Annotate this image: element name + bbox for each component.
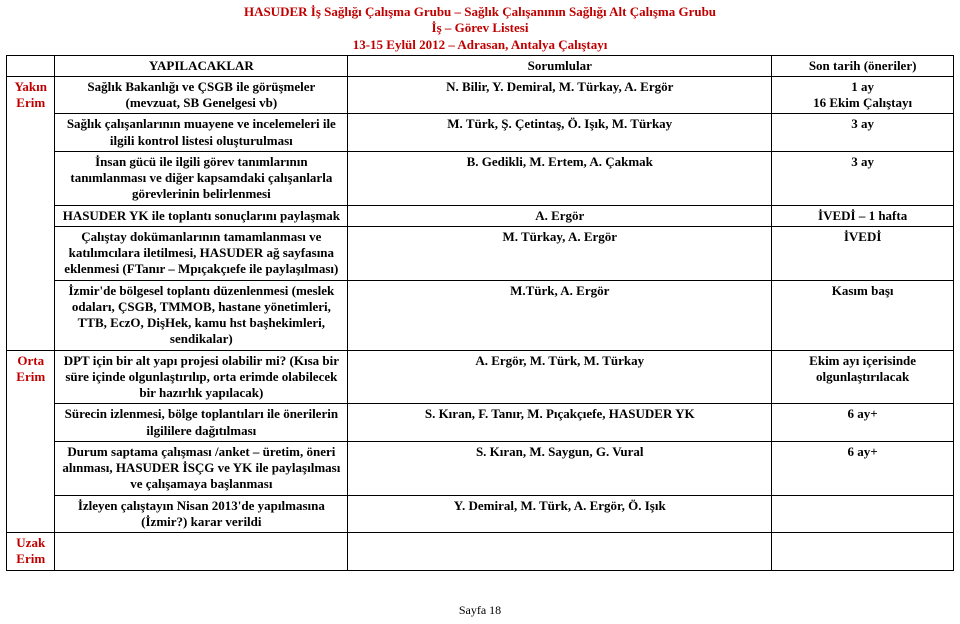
erim-cell: YakınErim [7, 76, 55, 350]
resp-cell: M. Türkay, A. Ergör [348, 226, 772, 280]
resp-cell [348, 533, 772, 571]
dead-cell: 6 ay+ [772, 441, 954, 495]
page: HASUDER İş Sağlığı Çalışma Grubu – Sağlı… [0, 0, 960, 571]
table-row: İzleyen çalıştayın Nisan 2013'de yapılma… [7, 495, 954, 533]
task-cell: DPT için bir alt yapı projesi olabilir m… [55, 350, 348, 404]
erim-cell: UzakErim [7, 533, 55, 571]
dead-cell: Kasım başı [772, 280, 954, 350]
dead-cell [772, 495, 954, 533]
resp-cell: N. Bilir, Y. Demiral, M. Türkay, A. Ergö… [348, 76, 772, 114]
dead-cell: 3 ay [772, 114, 954, 152]
resp-cell: S. Kıran, F. Tanır, M. Pıçakçıefe, HASUD… [348, 404, 772, 442]
task-cell: Sağlık Bakanlığı ve ÇSGB ile görüşmeler … [55, 76, 348, 114]
header-line-1: HASUDER İş Sağlığı Çalışma Grubu – Sağlı… [6, 4, 954, 20]
col-dead-header: Son tarih (öneriler) [772, 55, 954, 76]
header-line-3: 13-15 Eylül 2012 – Adrasan, Antalya Çalı… [6, 37, 954, 53]
dead-cell: İVEDİ [772, 226, 954, 280]
table-row: Durum saptama çalışması /anket – üretim,… [7, 441, 954, 495]
table-row: YakınErimSağlık Bakanlığı ve ÇSGB ile gö… [7, 76, 954, 114]
table-row: İzmir'de bölgesel toplantı düzenlenmesi … [7, 280, 954, 350]
col-erim-header [7, 55, 55, 76]
col-resp-header: Sorumlular [348, 55, 772, 76]
task-cell: İzmir'de bölgesel toplantı düzenlenmesi … [55, 280, 348, 350]
col-task-header: YAPILACAKLAR [55, 55, 348, 76]
document-header: HASUDER İş Sağlığı Çalışma Grubu – Sağlı… [6, 4, 954, 53]
dead-cell: 1 ay16 Ekim Çalıştayı [772, 76, 954, 114]
resp-cell: A. Ergör, M. Türk, M. Türkay [348, 350, 772, 404]
dead-cell: Ekim ayı içerisinde olgunlaştırılacak [772, 350, 954, 404]
table-row: İnsan gücü ile ilgili görev tanımlarının… [7, 151, 954, 205]
table-row: OrtaErimDPT için bir alt yapı projesi ol… [7, 350, 954, 404]
table-header-row: YAPILACAKLAR Sorumlular Son tarih (öneri… [7, 55, 954, 76]
task-cell: Sürecin izlenmesi, bölge toplantıları il… [55, 404, 348, 442]
dead-cell: 3 ay [772, 151, 954, 205]
resp-cell: M.Türk, A. Ergör [348, 280, 772, 350]
task-table: YAPILACAKLAR Sorumlular Son tarih (öneri… [6, 55, 954, 571]
table-row: UzakErim [7, 533, 954, 571]
table-row: Çalıştay dokümanlarının tamamlanması ve … [7, 226, 954, 280]
table-row: Sağlık çalışanlarının muayene ve incelem… [7, 114, 954, 152]
resp-cell: M. Türk, Ş. Çetintaş, Ö. Işık, M. Türkay [348, 114, 772, 152]
task-cell: HASUDER YK ile toplantı sonuçlarını payl… [55, 205, 348, 226]
task-cell: İzleyen çalıştayın Nisan 2013'de yapılma… [55, 495, 348, 533]
table-row: HASUDER YK ile toplantı sonuçlarını payl… [7, 205, 954, 226]
resp-cell: A. Ergör [348, 205, 772, 226]
table-row: Sürecin izlenmesi, bölge toplantıları il… [7, 404, 954, 442]
task-cell: Durum saptama çalışması /anket – üretim,… [55, 441, 348, 495]
resp-cell: B. Gedikli, M. Ertem, A. Çakmak [348, 151, 772, 205]
dead-cell [772, 533, 954, 571]
page-footer: Sayfa 18 [0, 603, 960, 618]
task-cell [55, 533, 348, 571]
erim-cell: OrtaErim [7, 350, 55, 533]
task-cell: İnsan gücü ile ilgili görev tanımlarının… [55, 151, 348, 205]
task-cell: Sağlık çalışanlarının muayene ve incelem… [55, 114, 348, 152]
dead-cell: İVEDİ – 1 hafta [772, 205, 954, 226]
dead-cell: 6 ay+ [772, 404, 954, 442]
resp-cell: S. Kıran, M. Saygun, G. Vural [348, 441, 772, 495]
task-cell: Çalıştay dokümanlarının tamamlanması ve … [55, 226, 348, 280]
resp-cell: Y. Demiral, M. Türk, A. Ergör, Ö. Işık [348, 495, 772, 533]
header-line-2: İş – Görev Listesi [6, 20, 954, 36]
